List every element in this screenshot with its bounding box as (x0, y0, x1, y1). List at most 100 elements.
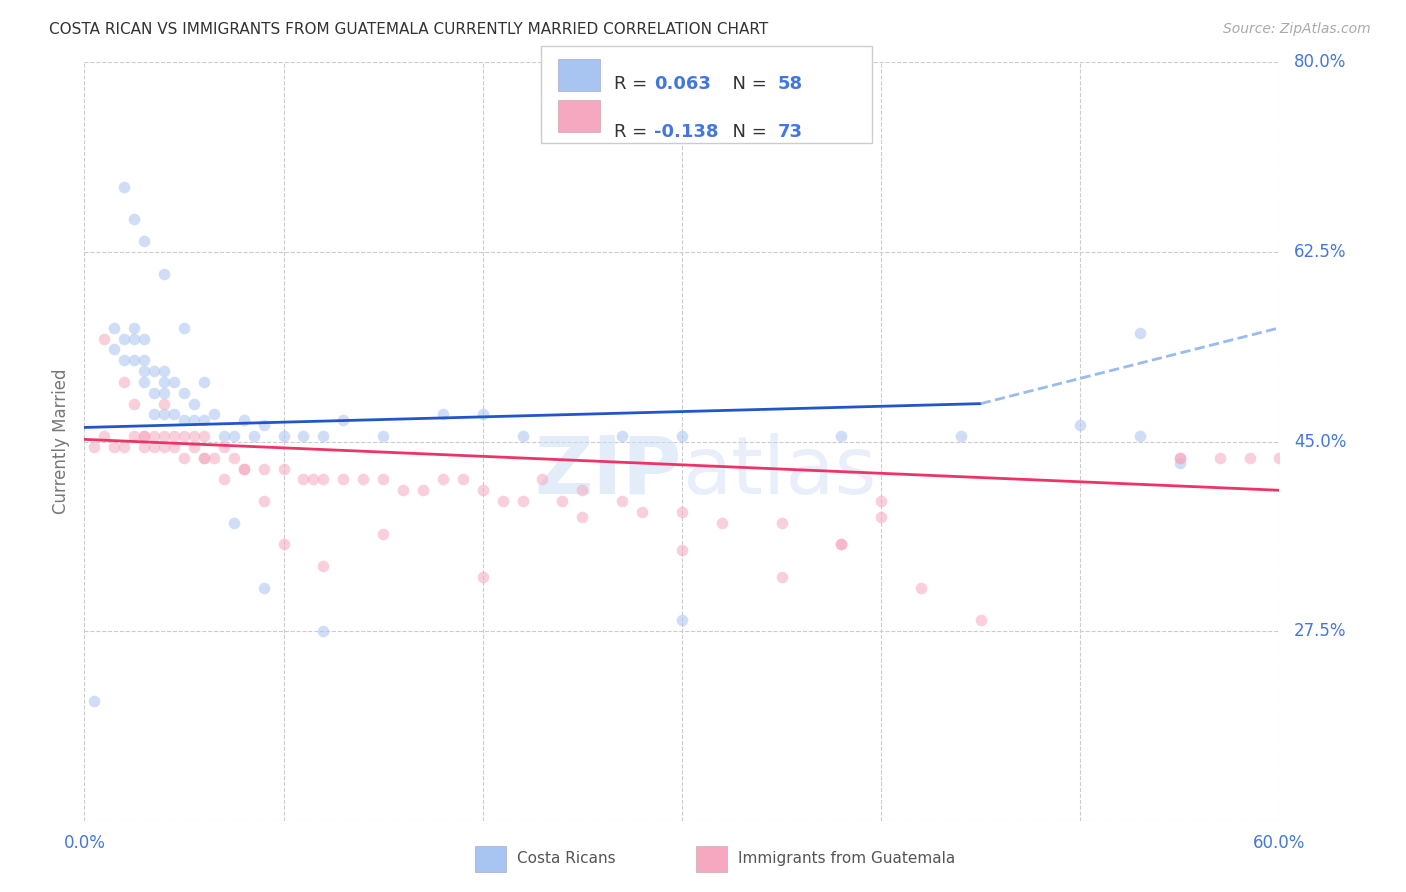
Point (173, 385, 195, 400)
Point (471, 483, 494, 498)
Point (222, 429, 245, 443)
Point (103, 321, 125, 335)
Text: 27.5%: 27.5% (1294, 622, 1347, 640)
Point (232, 461, 254, 475)
Text: R =: R = (614, 123, 654, 141)
Point (163, 408, 186, 422)
Point (173, 450, 195, 465)
Text: 0.0%: 0.0% (63, 834, 105, 852)
Text: -0.138: -0.138 (654, 123, 718, 141)
Point (153, 408, 176, 422)
Point (122, 212, 145, 227)
Point (531, 473, 554, 487)
Point (412, 483, 434, 498)
Point (492, 494, 515, 508)
Point (212, 473, 235, 487)
Point (1239, 450, 1261, 465)
Point (770, 570, 793, 584)
Point (132, 429, 156, 443)
Point (1268, 450, 1291, 465)
Point (122, 321, 145, 335)
Point (312, 429, 335, 443)
Point (870, 494, 893, 508)
Point (242, 429, 264, 443)
Point (631, 505, 654, 519)
Point (143, 364, 166, 378)
Point (471, 570, 494, 584)
Y-axis label: Currently Married: Currently Married (52, 368, 70, 515)
Point (183, 429, 205, 443)
Point (273, 537, 295, 551)
Point (183, 396, 205, 410)
Text: 62.5%: 62.5% (1294, 243, 1347, 261)
Point (432, 408, 454, 422)
Point (671, 613, 693, 627)
Point (93, 332, 115, 346)
Point (103, 343, 125, 357)
Point (153, 375, 176, 389)
Point (1209, 450, 1232, 465)
Point (173, 413, 195, 427)
Text: 80.0%: 80.0% (1294, 54, 1346, 71)
Point (352, 473, 374, 487)
Point (143, 385, 166, 400)
Text: N =: N = (721, 75, 773, 93)
Point (183, 413, 205, 427)
Point (193, 413, 215, 427)
Point (671, 505, 693, 519)
Point (253, 418, 276, 433)
Point (1129, 326, 1152, 341)
Point (970, 613, 993, 627)
Point (1069, 418, 1091, 433)
Point (122, 332, 145, 346)
Point (292, 473, 315, 487)
Point (830, 537, 852, 551)
Point (512, 494, 534, 508)
Point (253, 494, 276, 508)
Point (830, 429, 852, 443)
Point (671, 542, 693, 557)
Point (1168, 450, 1191, 465)
Point (132, 429, 156, 443)
Point (143, 440, 166, 454)
Point (432, 473, 454, 487)
Text: Source: ZipAtlas.com: Source: ZipAtlas.com (1223, 22, 1371, 37)
Point (671, 429, 693, 443)
Point (949, 429, 972, 443)
Point (373, 429, 395, 443)
Point (153, 385, 176, 400)
Point (143, 429, 166, 443)
Point (153, 440, 176, 454)
Point (292, 429, 315, 443)
Text: R =: R = (614, 75, 654, 93)
Point (273, 429, 295, 443)
Point (122, 353, 145, 368)
Point (112, 440, 135, 454)
Point (193, 450, 215, 465)
Point (112, 180, 135, 194)
Point (1168, 456, 1191, 470)
Point (571, 510, 593, 524)
Point (312, 624, 335, 639)
Text: Immigrants from Guatemala: Immigrants from Guatemala (738, 852, 956, 866)
Point (302, 473, 325, 487)
Point (451, 473, 474, 487)
Text: COSTA RICAN VS IMMIGRANTS FROM GUATEMALA CURRENTLY MARRIED CORRELATION CHART: COSTA RICAN VS IMMIGRANTS FROM GUATEMALA… (49, 22, 769, 37)
Point (132, 234, 156, 248)
Point (312, 473, 335, 487)
Point (153, 396, 176, 410)
Point (392, 483, 415, 498)
Text: Costa Ricans: Costa Ricans (517, 852, 616, 866)
Point (870, 510, 893, 524)
Text: atlas: atlas (682, 433, 876, 511)
Point (373, 526, 395, 541)
Point (910, 581, 932, 595)
Point (112, 375, 135, 389)
Point (830, 537, 852, 551)
Point (612, 429, 634, 443)
Point (332, 413, 354, 427)
Point (153, 364, 176, 378)
Point (253, 581, 276, 595)
Point (232, 461, 254, 475)
Text: 0.063: 0.063 (654, 75, 710, 93)
